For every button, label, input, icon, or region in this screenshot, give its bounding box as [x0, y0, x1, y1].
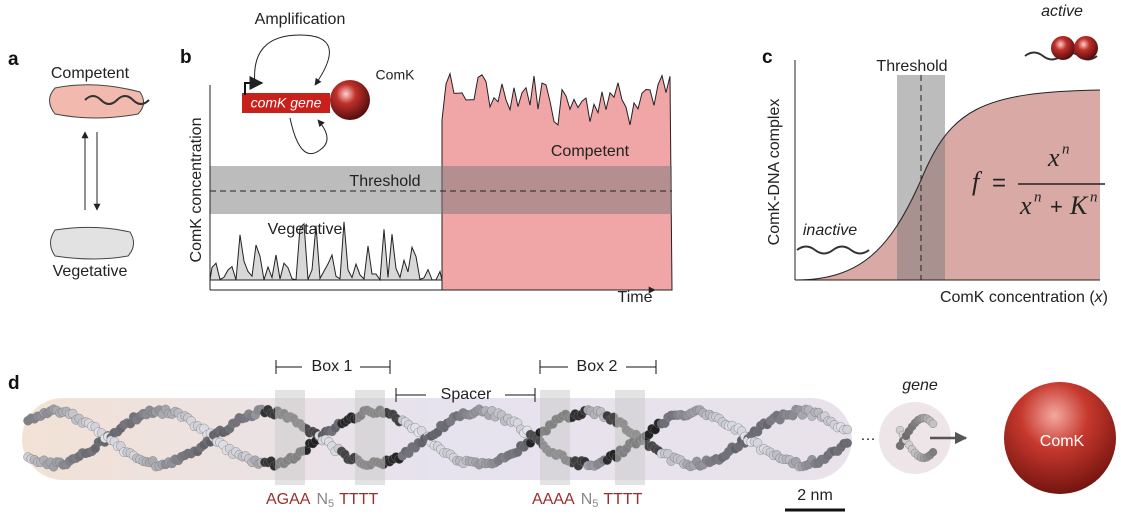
atom: [929, 448, 937, 456]
sequence: AAAA N5 TTTT: [532, 491, 643, 510]
atom: [843, 439, 852, 448]
formula-term: =: [992, 169, 1006, 196]
state-label: Competent: [51, 65, 130, 82]
formula-term: x: [1047, 143, 1060, 172]
threshold-label: Threshold: [349, 173, 420, 190]
formula-term: K: [1069, 191, 1089, 220]
state-label: Vegetative: [268, 221, 343, 238]
comk-protein: [1074, 36, 1098, 60]
formula-term: x: [1019, 191, 1032, 220]
x-label-text: ): [1103, 289, 1108, 306]
competent-cell: [50, 85, 144, 118]
seq-part: TTTT: [339, 491, 378, 508]
gene-label: gene: [902, 377, 938, 394]
seq-part: N: [316, 491, 328, 508]
box-label: Box 1: [312, 358, 353, 375]
sequence: AGAA N5 TTTT: [266, 491, 378, 510]
active-label: active: [1041, 3, 1083, 20]
x-axis-label: Time: [618, 289, 653, 306]
box-band: [615, 390, 645, 485]
inactive-label: inactive: [803, 222, 857, 239]
box-band: [355, 390, 385, 485]
panel-label: a: [8, 49, 19, 70]
spacer-label: Spacer: [441, 386, 492, 403]
y-axis-label: ComK-DNA complex: [766, 99, 783, 246]
seq-part: AGAA: [266, 491, 311, 508]
formula-term: n: [1062, 141, 1070, 157]
panel-c: c Threshold ComK-DNA complex ComK concen…: [762, 3, 1108, 306]
scale-label: 2 nm: [797, 487, 833, 504]
protein-label: ComK: [376, 67, 416, 83]
comk-protein: [1051, 36, 1075, 60]
comk-protein: [330, 80, 370, 120]
protein-label: ComK: [1040, 433, 1085, 450]
box-band: [275, 390, 305, 485]
threshold-band: [210, 166, 672, 214]
panel-a: a Competent Vegetative: [8, 49, 149, 280]
figure: a Competent Vegetative b Threshold Compe…: [0, 0, 1121, 516]
atom: [929, 420, 937, 428]
loop-label: Amplification: [255, 11, 346, 28]
formula-term: n: [1034, 189, 1042, 205]
seq-part: TTTT: [603, 491, 642, 508]
seq-part: 5: [328, 498, 334, 510]
y-axis-label: ComK concentration: [188, 118, 205, 263]
formula-term: +: [1050, 194, 1063, 219]
seq-part: 5: [592, 498, 598, 510]
atom: [843, 425, 852, 434]
dna: [797, 247, 869, 254]
amplification-arrow: [255, 35, 330, 85]
box-band: [540, 390, 570, 485]
panel-label: b: [180, 47, 192, 68]
vegetative-cell: [51, 227, 134, 259]
gene-label: comK gene: [251, 95, 322, 111]
feedback-arrow: [290, 118, 327, 154]
sigmoid-fill: [795, 90, 1100, 280]
state-label: Vegetative: [53, 263, 128, 280]
threshold-label: Threshold: [876, 58, 947, 75]
seq-part: AAAA: [532, 491, 575, 508]
ellipsis: …: [860, 427, 876, 444]
x-axis-label: ComK concentration (x): [940, 289, 1108, 306]
formula-term: n: [1090, 189, 1098, 205]
panel-b: b Threshold Competent Vegetative Time Co…: [180, 11, 672, 306]
x-label-text: ComK concentration (: [940, 289, 1095, 306]
panel-label: c: [762, 47, 773, 68]
state-label: Competent: [551, 143, 630, 160]
box-label: Box 2: [577, 358, 618, 375]
panel-label: d: [8, 373, 20, 394]
seq-part: N: [581, 491, 593, 508]
